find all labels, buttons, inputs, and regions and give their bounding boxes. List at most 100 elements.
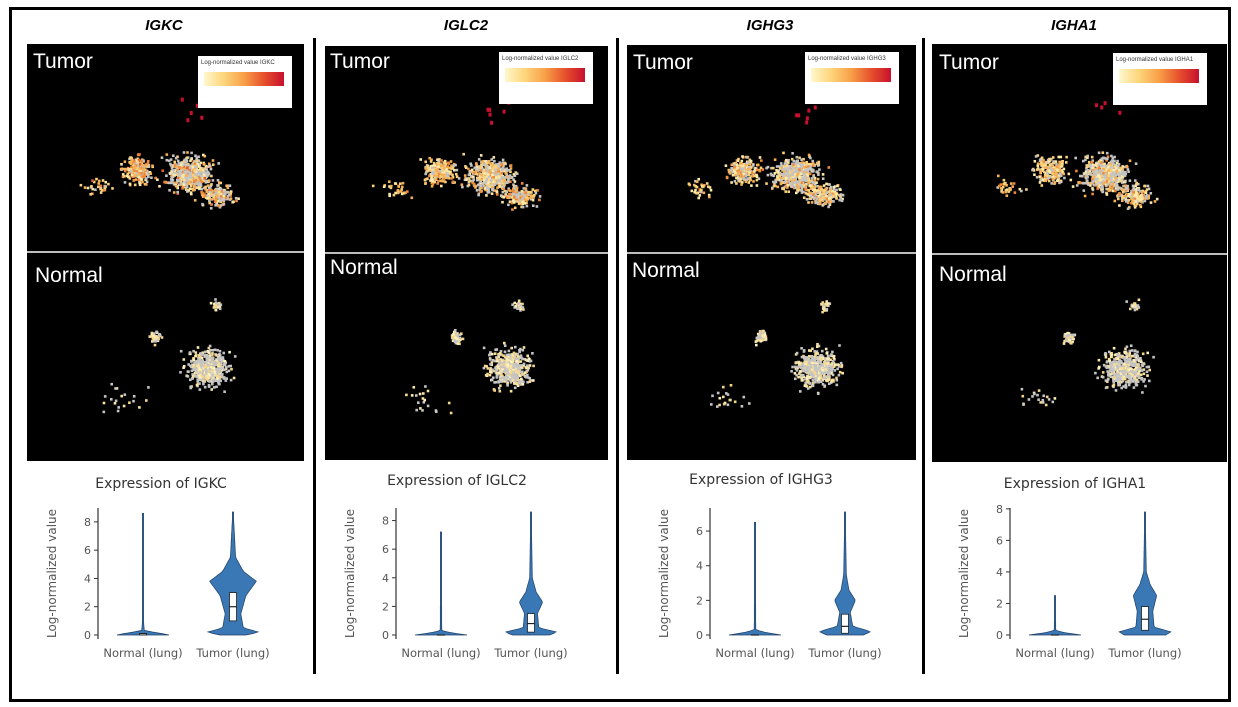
cell-dot xyxy=(798,188,801,192)
cell-dot xyxy=(153,343,157,347)
cell-dot xyxy=(436,163,440,167)
cell-dot xyxy=(802,354,805,358)
cell-dot xyxy=(742,167,745,170)
cell-dot xyxy=(1108,161,1111,165)
normal-cells xyxy=(710,300,844,408)
cell-dot xyxy=(788,165,791,168)
cell-dot xyxy=(430,158,433,161)
panel-divider xyxy=(922,38,925,674)
cell-dot xyxy=(793,181,797,184)
cell-dot xyxy=(425,170,429,173)
cell-dot xyxy=(458,338,461,342)
cell-dot xyxy=(219,192,223,196)
umap-separator xyxy=(325,252,608,254)
cell-dot xyxy=(207,379,210,382)
cell-dot xyxy=(422,401,426,404)
cell-dot xyxy=(738,180,742,183)
cell-dot xyxy=(467,167,470,171)
cell-dot xyxy=(501,182,505,185)
cell-dot xyxy=(92,180,96,184)
cell-dot xyxy=(535,205,539,208)
cell-dot xyxy=(99,184,103,188)
cell-dot xyxy=(116,409,120,413)
cell-dot xyxy=(519,380,522,383)
cell-dot xyxy=(517,357,520,361)
cell-dot xyxy=(815,350,819,353)
cell-dot xyxy=(520,190,523,194)
cell-dot xyxy=(800,347,803,350)
cell-dot xyxy=(749,159,753,163)
cell-dot xyxy=(503,341,506,345)
cell-dot xyxy=(782,187,785,191)
cell-dot xyxy=(534,191,538,195)
cell-dot xyxy=(493,183,496,186)
cell-dot xyxy=(779,180,783,184)
cell-dot xyxy=(790,168,793,172)
cell-dot xyxy=(807,358,810,361)
cell-dot xyxy=(224,379,228,382)
legend-colorbar xyxy=(204,72,284,86)
cell-dot xyxy=(822,203,825,206)
cell-dot xyxy=(802,157,805,161)
cell-dot xyxy=(727,168,731,172)
cell-dot xyxy=(810,177,814,180)
cell-dot xyxy=(742,168,746,172)
cell-dot xyxy=(825,371,828,374)
cell-dot xyxy=(154,339,157,343)
cell-dot xyxy=(817,160,821,164)
cell-dot xyxy=(495,179,499,183)
cell-dot xyxy=(800,355,804,359)
cell-dot xyxy=(797,375,800,379)
cell-dot xyxy=(1118,166,1122,170)
cell-dot xyxy=(716,405,719,408)
cell-dot xyxy=(698,188,702,191)
cell-dot xyxy=(182,366,185,369)
cell-dot xyxy=(190,151,193,155)
cell-dot xyxy=(211,189,214,193)
cell-dot xyxy=(177,161,181,165)
cell-dot xyxy=(211,159,215,162)
cell-dot xyxy=(773,158,777,161)
cell-dot xyxy=(835,376,838,380)
cell-dot xyxy=(835,378,839,382)
cell-dot xyxy=(203,360,207,364)
cell-dot xyxy=(499,367,502,371)
cell-dot xyxy=(222,377,226,380)
cell-dot xyxy=(138,167,142,171)
cell-dot xyxy=(217,362,220,365)
cell-dot xyxy=(693,183,696,187)
cell-dot xyxy=(791,182,794,186)
cell-dot xyxy=(514,375,517,378)
cell-dot xyxy=(797,361,801,364)
cell-dot xyxy=(486,107,490,112)
cell-dot xyxy=(814,355,817,359)
cell-dot xyxy=(227,369,231,373)
cell-dot xyxy=(180,162,183,166)
cell-dot xyxy=(204,171,208,175)
cell-dot xyxy=(806,377,809,380)
cell-dot xyxy=(528,364,532,367)
cell-dot xyxy=(834,194,838,198)
cell-dot xyxy=(823,371,826,374)
cell-dot xyxy=(470,179,474,183)
umap-panel: Tumor Normal Log-normalized value IGHA1 xyxy=(932,44,1227,462)
cell-dot xyxy=(521,357,524,361)
cell-dot xyxy=(780,164,783,168)
cell-dot xyxy=(838,198,841,202)
cell-dot xyxy=(200,361,203,365)
cell-dot xyxy=(454,332,457,335)
cell-dot xyxy=(188,173,192,177)
cell-dot xyxy=(498,389,502,393)
cell-dot xyxy=(90,185,93,188)
cell-dot xyxy=(806,162,809,166)
cell-dot xyxy=(500,363,504,367)
cell-dot xyxy=(802,350,806,353)
cell-dot xyxy=(444,180,447,184)
cell-dot xyxy=(811,384,815,387)
cell-dot xyxy=(1104,173,1107,176)
cell-dot xyxy=(804,179,808,183)
cell-dot xyxy=(523,197,526,201)
cell-dot xyxy=(812,358,816,361)
cell-dot xyxy=(218,354,222,357)
cell-dot xyxy=(517,304,521,307)
